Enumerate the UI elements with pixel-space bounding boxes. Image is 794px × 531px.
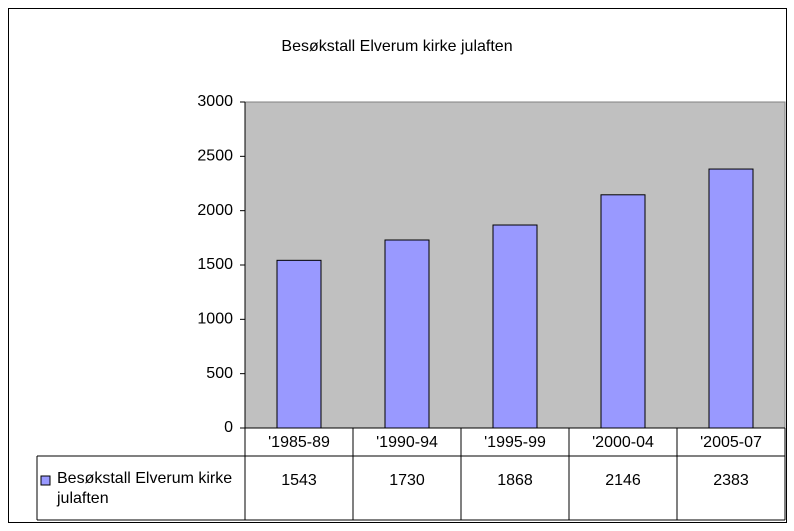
table-value: 1868 (497, 472, 533, 489)
bar (276, 259, 322, 429)
y-tick-label: 2500 (197, 148, 233, 165)
y-tick-label: 2000 (197, 202, 233, 219)
y-tick-label: 1000 (197, 311, 233, 328)
legend-key (40, 475, 51, 486)
x-tick-label: '1990-94 (376, 434, 438, 451)
table-value: 1543 (281, 472, 317, 489)
table-value: 1730 (389, 472, 425, 489)
chart-title: Besøkstall Elverum kirke julaften (281, 38, 512, 55)
table-value: 2146 (605, 472, 641, 489)
bar (600, 194, 646, 429)
table-value: 2383 (713, 472, 749, 489)
bar (384, 239, 430, 429)
y-tick-label: 1500 (197, 256, 233, 273)
y-tick-label: 500 (206, 365, 233, 382)
y-tick-label: 3000 (197, 93, 233, 110)
bar (708, 168, 754, 429)
legend-label: Besøkstall Elverum kirke julaften (57, 470, 233, 507)
bar (492, 224, 538, 429)
x-tick-label: '1995-99 (484, 434, 546, 451)
x-tick-label: '2005-07 (700, 434, 762, 451)
x-tick-label: '2000-04 (592, 434, 654, 451)
y-tick-label: 0 (224, 419, 233, 436)
x-tick-label: '1985-89 (268, 434, 330, 451)
